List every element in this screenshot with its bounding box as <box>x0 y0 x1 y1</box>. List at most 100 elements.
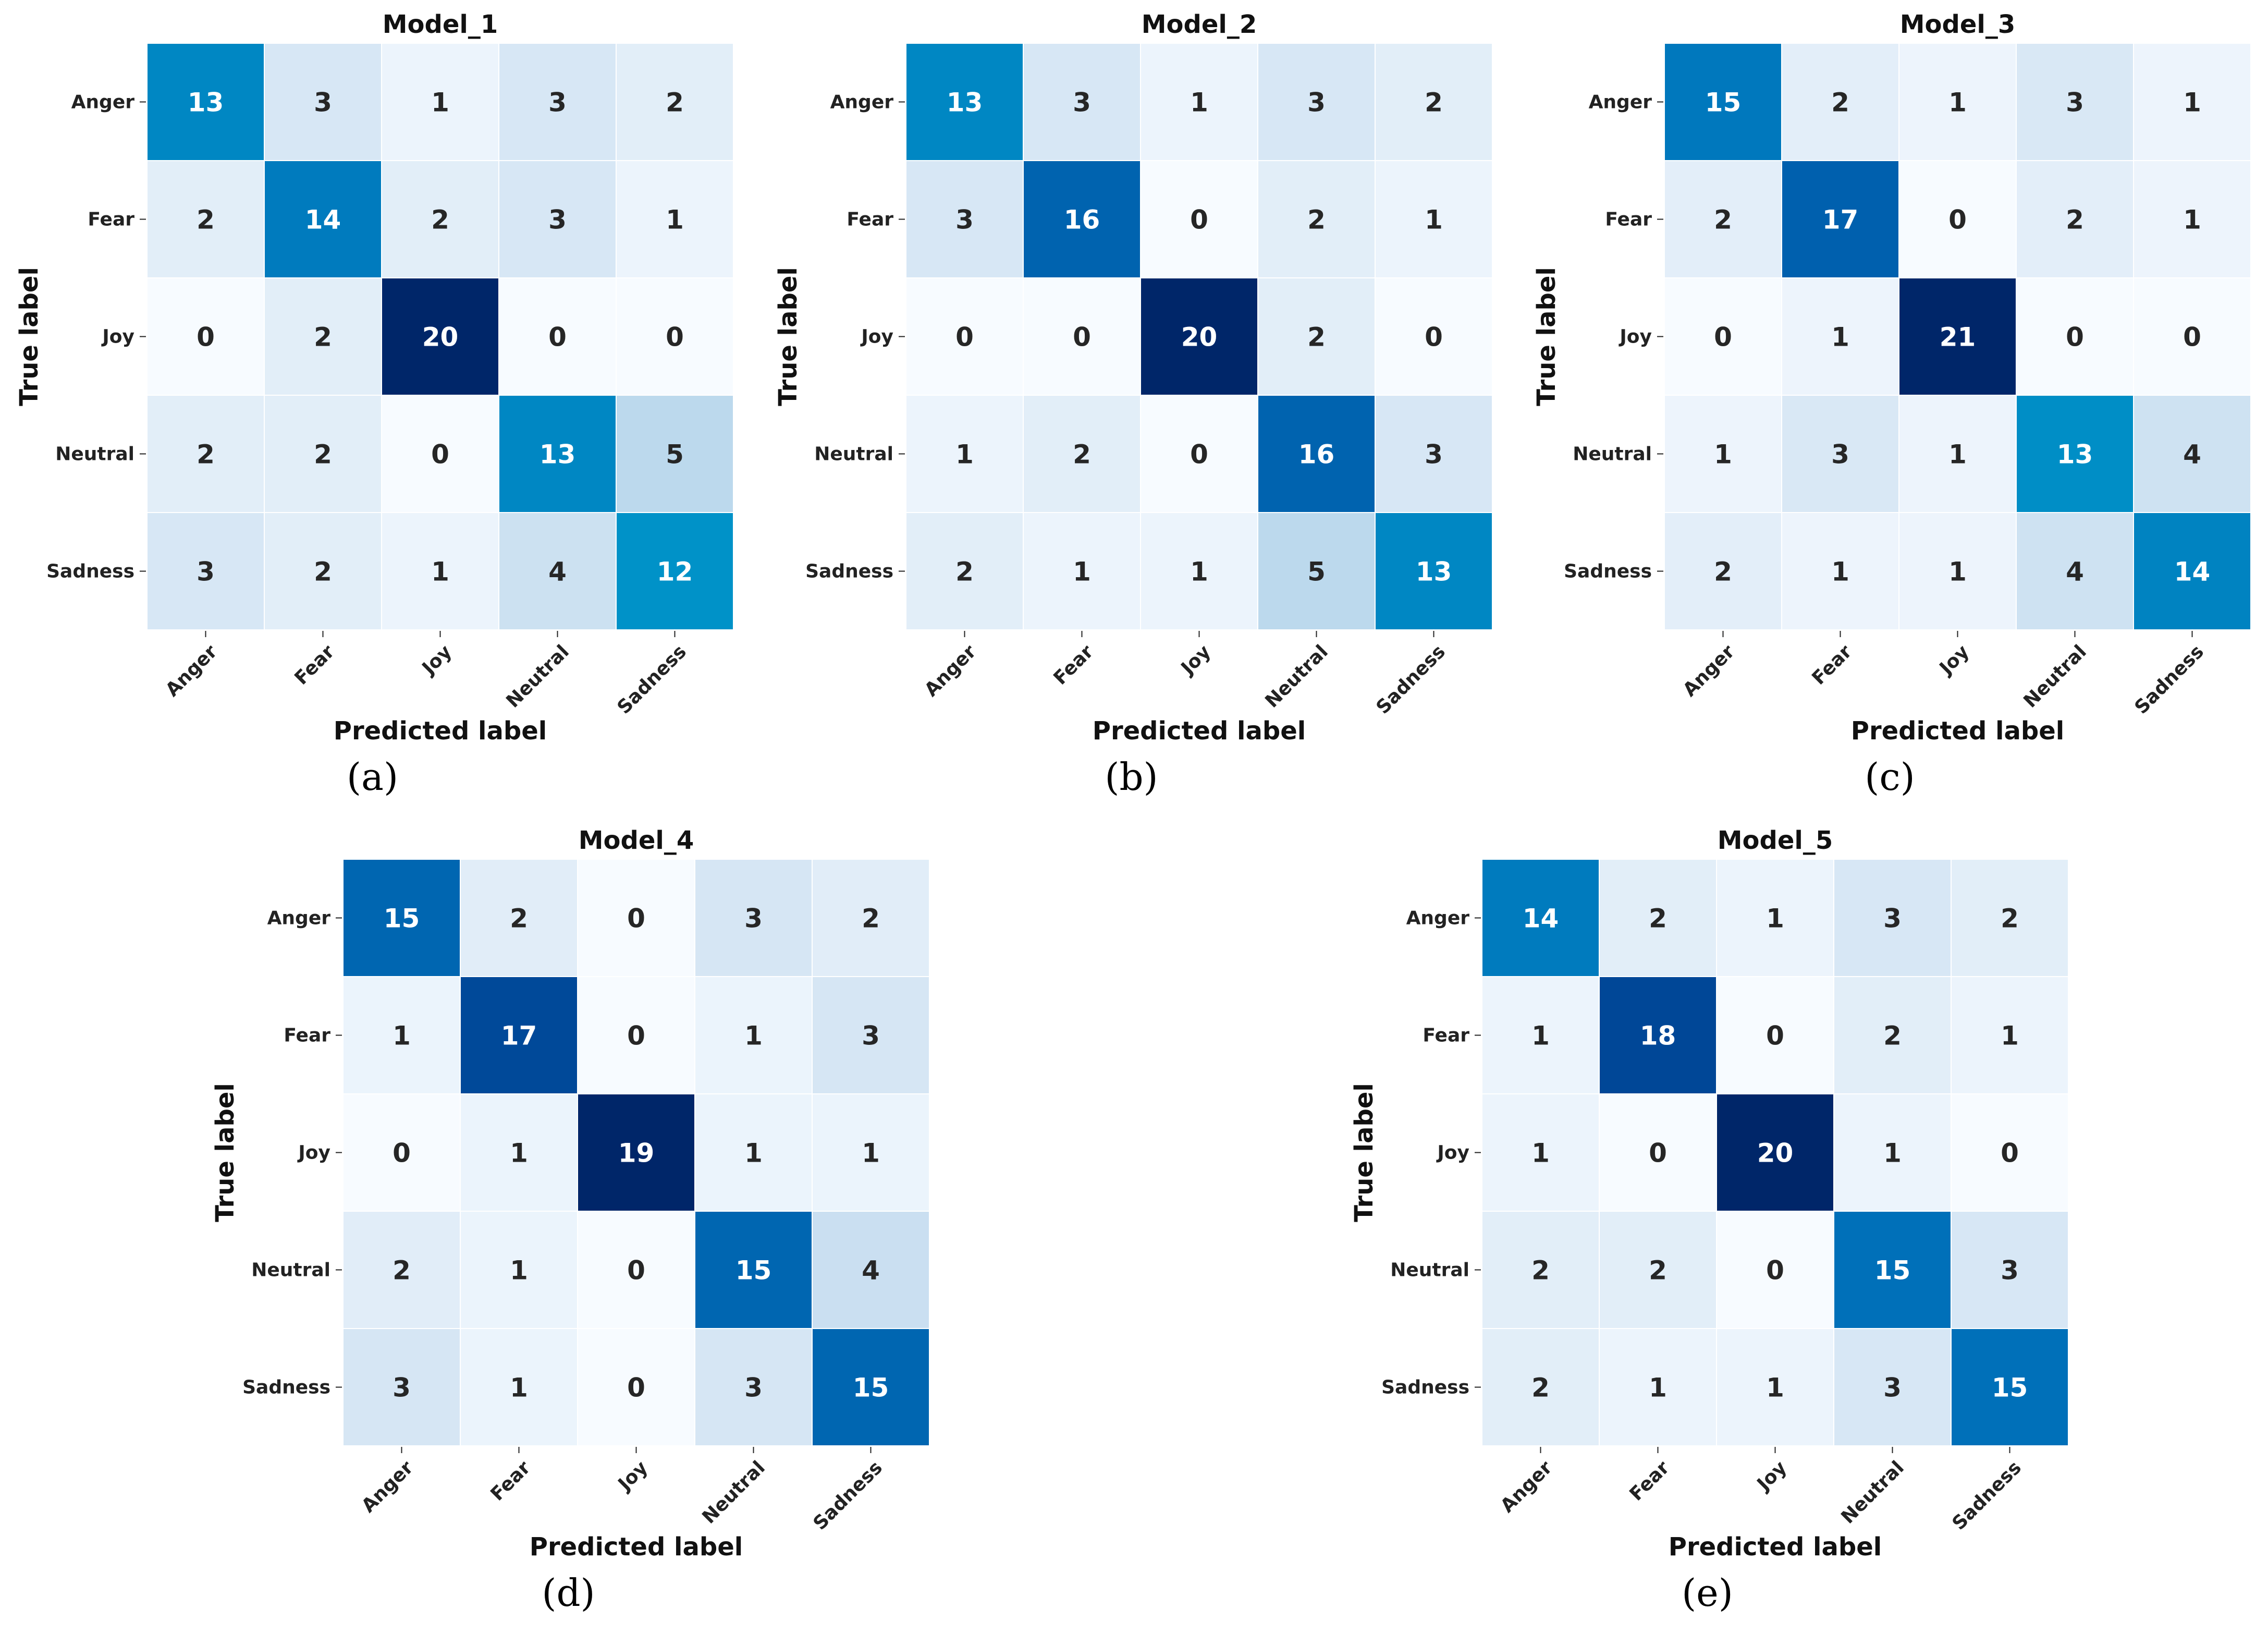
panel-caption: (b) <box>1105 755 1158 799</box>
cell-value-label: 0 <box>1649 1138 1667 1168</box>
cell-value-label: 1 <box>744 1138 763 1168</box>
cell-value-label: 0 <box>627 1373 645 1403</box>
cell-value-label: 2 <box>431 205 449 235</box>
heatmap-cell <box>460 1211 578 1329</box>
panel-caption: (c) <box>1865 755 1915 799</box>
cell-value-label: 2 <box>1649 1256 1667 1286</box>
y-tick-label: Fear <box>284 1025 330 1046</box>
heatmap-cell <box>694 1093 813 1212</box>
x-axis-title: Predicted label <box>1669 1532 1882 1562</box>
heatmap-cell <box>498 43 617 161</box>
cell-value-label: 2 <box>314 557 332 587</box>
heatmap-cell <box>146 512 265 630</box>
heatmap-cell <box>381 277 499 396</box>
cell-value-label: 2 <box>314 322 332 352</box>
cell-value-label: 20 <box>1181 322 1218 352</box>
x-tick-label: Anger <box>921 641 980 701</box>
y-axis-title: True label <box>1350 1083 1379 1222</box>
heatmap-cell <box>1023 277 1141 396</box>
heatmap-cell <box>694 1211 813 1329</box>
heatmap-cell <box>1781 43 1899 161</box>
cell-value-label: 15 <box>735 1256 772 1286</box>
x-tick-label: Fear <box>1626 1457 1674 1505</box>
y-tick-label: Anger <box>1406 908 1470 929</box>
heatmap-cell <box>2133 43 2251 161</box>
heatmap-cell <box>1898 395 2017 513</box>
y-tick-label: Sadness <box>46 561 134 582</box>
heatmap-cell <box>342 859 461 977</box>
y-tick-label: Anger <box>71 92 135 113</box>
cell-value-label: 2 <box>666 88 684 118</box>
heatmap-cell <box>1716 976 1834 1094</box>
cell-value-label: 13 <box>2057 440 2093 470</box>
cell-value-label: 1 <box>1649 1373 1667 1403</box>
heatmap-cell <box>342 1211 461 1329</box>
cell-value-label: 1 <box>510 1373 528 1403</box>
cell-value-label: 3 <box>1883 904 1902 934</box>
cell-value-label: 17 <box>501 1021 537 1051</box>
x-tick-label: Sadness <box>613 641 690 718</box>
heatmap-cell <box>1257 395 1376 513</box>
heatmap-cell <box>905 43 1024 161</box>
cell-value-label: 1 <box>955 440 974 470</box>
cell-value-label: 0 <box>393 1138 411 1168</box>
cell-value-label: 2 <box>2066 205 2084 235</box>
x-tick-label: Neutral <box>502 641 573 712</box>
cell-value-label: 1 <box>1766 1373 1784 1403</box>
heatmap-cell <box>342 1093 461 1212</box>
cell-value-label: 2 <box>955 557 974 587</box>
panel-title: Model_3 <box>1900 10 2016 39</box>
cell-value-label: 2 <box>862 904 880 934</box>
cell-value-label: 1 <box>2001 1021 2019 1051</box>
x-axis-title: Predicted label <box>334 716 547 746</box>
panel-caption: (a) <box>347 755 398 799</box>
heatmap-cell <box>1716 1093 1834 1212</box>
y-tick-label: Joy <box>1618 326 1652 348</box>
cell-value-label: 1 <box>510 1138 528 1168</box>
cell-value-label: 4 <box>862 1256 880 1286</box>
heatmap-cell <box>1898 160 2017 278</box>
heatmap-cell <box>1023 512 1141 630</box>
cell-value-label: 2 <box>1831 88 1849 118</box>
x-tick-label: Joy <box>1176 641 1215 680</box>
cell-value-label: 3 <box>1883 1373 1902 1403</box>
heatmap-cell <box>342 976 461 1094</box>
panel-caption: (d) <box>542 1571 595 1615</box>
heatmap-cell <box>460 1093 578 1212</box>
cell-value-label: 0 <box>1190 205 1208 235</box>
heatmap-cell <box>1140 512 1258 630</box>
heatmap-cell <box>577 1328 695 1446</box>
heatmap-cell <box>1781 512 1899 630</box>
cell-value-label: 1 <box>393 1021 411 1051</box>
heatmap-cell <box>694 859 813 977</box>
cell-value-label: 1 <box>1948 88 1967 118</box>
cell-value-label: 0 <box>955 322 974 352</box>
y-tick-label: Fear <box>1605 209 1652 230</box>
x-tick-label: Sadness <box>2130 641 2208 718</box>
heatmap-panel-3: Model_315 2 1 3 12 17 0 2 10 1 21 0 01 3 1 13 42 1 1 4 14Ang… <box>1532 10 2251 799</box>
cell-value-label: 4 <box>2183 440 2201 470</box>
cell-value-label: 1 <box>1190 557 1208 587</box>
cell-value-label: 2 <box>1714 205 1732 235</box>
cell-value-label: 1 <box>431 557 449 587</box>
panel-title: Model_5 <box>1718 826 1833 855</box>
heatmap-cell <box>1716 1211 1834 1329</box>
cell-value-label: 0 <box>1766 1256 1784 1286</box>
heatmap-cell <box>577 1211 695 1329</box>
heatmap-cell <box>1599 1093 1717 1212</box>
heatmap-panel-4: Model_4 15 2 0 3 2 1 17 0 1 3 0 1 19 1 1 2 1 0 15 4 3 1 0 3 15 Ang… <box>211 826 930 1615</box>
x-tick-label: Joy <box>417 641 456 680</box>
cell-value-label: 3 <box>548 205 567 235</box>
cell-value-label: 14 <box>305 205 341 235</box>
heatmap-cell <box>1599 976 1717 1094</box>
heatmap-cell <box>577 859 695 977</box>
heatmap-cell <box>812 1328 930 1446</box>
cell-value-label: 0 <box>1073 322 1091 352</box>
heatmap-cell <box>1140 43 1258 161</box>
heatmap-cell <box>1257 160 1376 278</box>
cell-value-label: 0 <box>197 322 215 352</box>
heatmap-cell <box>1898 277 2017 396</box>
heatmap-cell <box>381 43 499 161</box>
heatmap-cell <box>1833 859 1952 977</box>
heatmap-cell <box>460 1328 578 1446</box>
